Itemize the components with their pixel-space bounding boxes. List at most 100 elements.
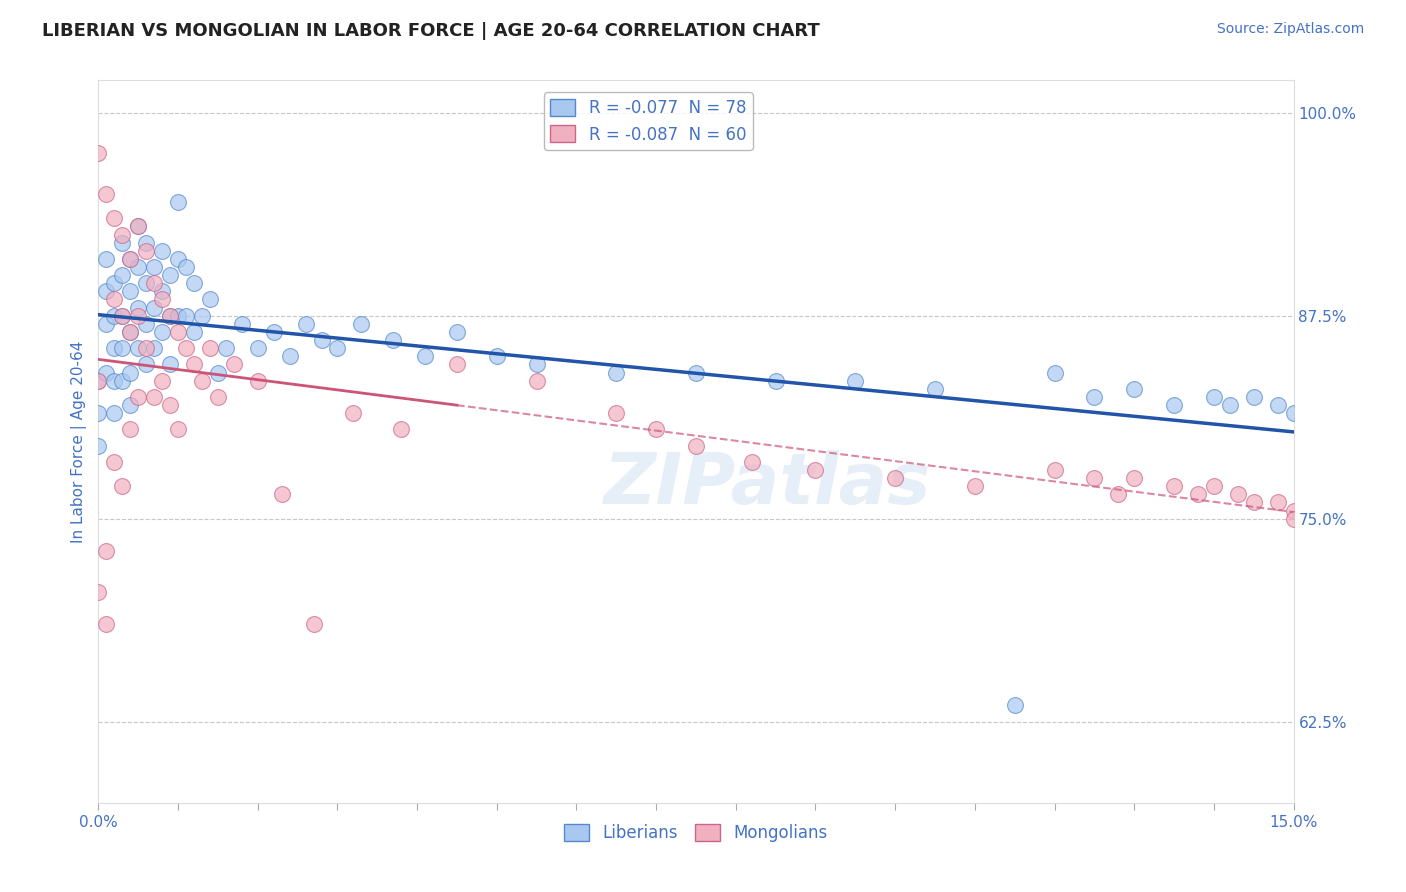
- Point: [765, 374, 787, 388]
- Point: [526, 358, 548, 372]
- Point: [311, 333, 333, 347]
- Point: [1163, 398, 1185, 412]
- Text: LIBERIAN VS MONGOLIAN IN LABOR FORCE | AGE 20-64 CORRELATION CHART: LIBERIAN VS MONGOLIAN IN LABOR FORCE | A…: [42, 22, 820, 40]
- Point: [159, 358, 181, 372]
- Point: [150, 374, 173, 388]
- Point: [111, 227, 134, 242]
- Point: [159, 268, 181, 282]
- Point: [127, 219, 149, 234]
- Point: [103, 341, 125, 355]
- Point: [924, 382, 946, 396]
- Point: [183, 277, 205, 291]
- Y-axis label: In Labor Force | Age 20-64: In Labor Force | Age 20-64: [72, 341, 87, 542]
- Point: [135, 358, 157, 372]
- Text: Source: ZipAtlas.com: Source: ZipAtlas.com: [1216, 22, 1364, 37]
- Point: [120, 252, 142, 266]
- Point: [1226, 487, 1249, 501]
- Point: [87, 439, 110, 453]
- Point: [446, 358, 468, 372]
- Point: [1282, 406, 1305, 420]
- Point: [207, 366, 229, 380]
- Point: [174, 341, 197, 355]
- Point: [127, 301, 149, 315]
- Point: [120, 325, 142, 339]
- Point: [120, 422, 142, 436]
- Point: [96, 544, 118, 558]
- Point: [1202, 390, 1225, 404]
- Point: [526, 374, 548, 388]
- Point: [120, 285, 142, 299]
- Point: [96, 285, 118, 299]
- Point: [1202, 479, 1225, 493]
- Point: [1083, 471, 1105, 485]
- Point: [127, 260, 149, 274]
- Text: ZIPatlas: ZIPatlas: [605, 450, 931, 519]
- Point: [103, 406, 125, 420]
- Point: [326, 341, 349, 355]
- Point: [143, 260, 166, 274]
- Point: [263, 325, 285, 339]
- Point: [222, 358, 245, 372]
- Point: [804, 463, 827, 477]
- Point: [844, 374, 866, 388]
- Point: [103, 277, 125, 291]
- Point: [294, 317, 316, 331]
- Point: [143, 390, 166, 404]
- Point: [127, 390, 149, 404]
- Point: [215, 341, 238, 355]
- Point: [1004, 698, 1026, 713]
- Point: [103, 211, 125, 226]
- Point: [87, 406, 110, 420]
- Point: [605, 366, 627, 380]
- Point: [87, 374, 110, 388]
- Point: [103, 309, 125, 323]
- Point: [1123, 382, 1146, 396]
- Point: [135, 235, 157, 250]
- Point: [246, 374, 269, 388]
- Point: [1107, 487, 1129, 501]
- Point: [96, 186, 118, 201]
- Point: [1123, 471, 1146, 485]
- Point: [198, 341, 221, 355]
- Point: [159, 398, 181, 412]
- Point: [183, 358, 205, 372]
- Point: [111, 309, 134, 323]
- Point: [103, 374, 125, 388]
- Point: [685, 366, 707, 380]
- Point: [1187, 487, 1209, 501]
- Point: [120, 398, 142, 412]
- Point: [111, 235, 134, 250]
- Point: [884, 471, 907, 485]
- Point: [605, 406, 627, 420]
- Point: [1083, 390, 1105, 404]
- Point: [96, 617, 118, 632]
- Point: [127, 341, 149, 355]
- Point: [150, 293, 173, 307]
- Point: [135, 317, 157, 331]
- Point: [167, 195, 190, 210]
- Point: [96, 317, 118, 331]
- Point: [191, 309, 214, 323]
- Point: [382, 333, 405, 347]
- Point: [87, 374, 110, 388]
- Point: [87, 584, 110, 599]
- Point: [135, 277, 157, 291]
- Point: [111, 341, 134, 355]
- Point: [1243, 495, 1265, 509]
- Point: [87, 146, 110, 161]
- Point: [159, 309, 181, 323]
- Point: [167, 252, 190, 266]
- Point: [1043, 366, 1066, 380]
- Point: [485, 349, 508, 363]
- Point: [302, 617, 325, 632]
- Point: [278, 349, 301, 363]
- Point: [150, 285, 173, 299]
- Point: [1267, 398, 1289, 412]
- Point: [111, 374, 134, 388]
- Point: [111, 268, 134, 282]
- Point: [120, 325, 142, 339]
- Point: [120, 366, 142, 380]
- Point: [270, 487, 292, 501]
- Point: [135, 341, 157, 355]
- Point: [741, 455, 763, 469]
